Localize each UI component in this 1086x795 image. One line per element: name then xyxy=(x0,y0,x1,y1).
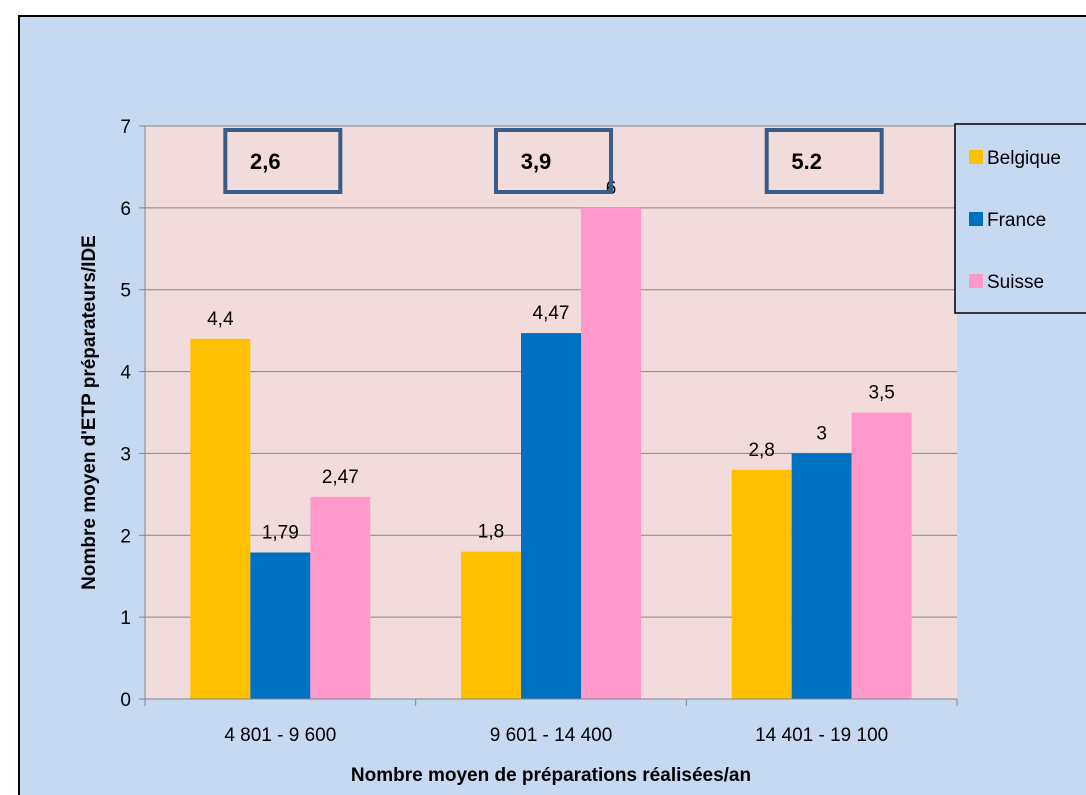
annotation-box: 2,6 xyxy=(223,128,343,194)
tick-labels: 0 1 2 3 4 5 6 7 4 801 - 9 600 9 601 - 14 400 14 40… xyxy=(120,117,888,746)
y-tick-label: 0 xyxy=(120,690,131,711)
data-label: 3,5 xyxy=(868,383,894,404)
y-axis-title: Nombre moyen d'ETP préparateurs/IDE xyxy=(79,235,100,590)
x-tick-label: 9 601 - 14 400 xyxy=(490,725,613,746)
x-axis-title: Nombre moyen de préparations réalisées/a… xyxy=(351,765,751,786)
bar-france xyxy=(250,552,311,699)
y-tick-label: 3 xyxy=(120,444,131,465)
data-label: 4,4 xyxy=(207,309,234,330)
annotation-box-border xyxy=(494,128,613,194)
annotation-box: 5.2 xyxy=(764,128,884,194)
y-tick-label: 1 xyxy=(120,608,131,629)
annotation-box-border xyxy=(764,128,884,194)
annotation-boxes: 2,6 3,9 5.2 xyxy=(223,128,884,194)
data-label: 3 xyxy=(816,423,827,444)
data-label: 2,8 xyxy=(748,440,774,461)
annotation-value: 3,9 xyxy=(521,149,552,174)
y-tick-label: 7 xyxy=(120,117,131,138)
bar-belgique xyxy=(731,469,792,699)
axes xyxy=(139,125,958,706)
x-tick-label: 14 401 - 19 100 xyxy=(755,725,888,746)
legend: Belgique France Suisse xyxy=(954,123,1086,314)
legend-swatch-france xyxy=(969,212,983,226)
annotation-box: 3,9 xyxy=(494,128,613,194)
bar-france xyxy=(791,453,852,699)
bar-belgique xyxy=(461,551,521,699)
bar-suisse xyxy=(851,412,912,699)
legend-item-belgique: Belgique xyxy=(987,148,1061,169)
y-tick-label: 2 xyxy=(120,526,131,547)
annotation-value: 2,6 xyxy=(250,149,281,174)
y-tick-label: 5 xyxy=(120,281,131,302)
bars xyxy=(190,207,912,699)
bar-france xyxy=(521,333,581,699)
bar-suisse xyxy=(581,207,641,699)
y-tick-label: 6 xyxy=(120,199,131,220)
legend-swatch-suisse xyxy=(969,274,983,288)
data-label: 2,47 xyxy=(322,467,359,488)
data-label: 4,47 xyxy=(533,303,570,324)
legend-item-suisse: Suisse xyxy=(987,272,1044,293)
data-label: 1,79 xyxy=(262,522,299,543)
y-tick-label: 4 xyxy=(120,363,131,384)
legend-item-france: France xyxy=(987,210,1046,231)
legend-swatch-belgique xyxy=(969,150,983,164)
bar-belgique xyxy=(190,338,251,699)
data-label: 1,8 xyxy=(478,522,504,543)
annotation-value: 5.2 xyxy=(791,149,822,174)
bar-suisse xyxy=(310,496,371,699)
annotation-box-border xyxy=(223,128,343,194)
x-tick-label: 4 801 - 9 600 xyxy=(224,725,336,746)
